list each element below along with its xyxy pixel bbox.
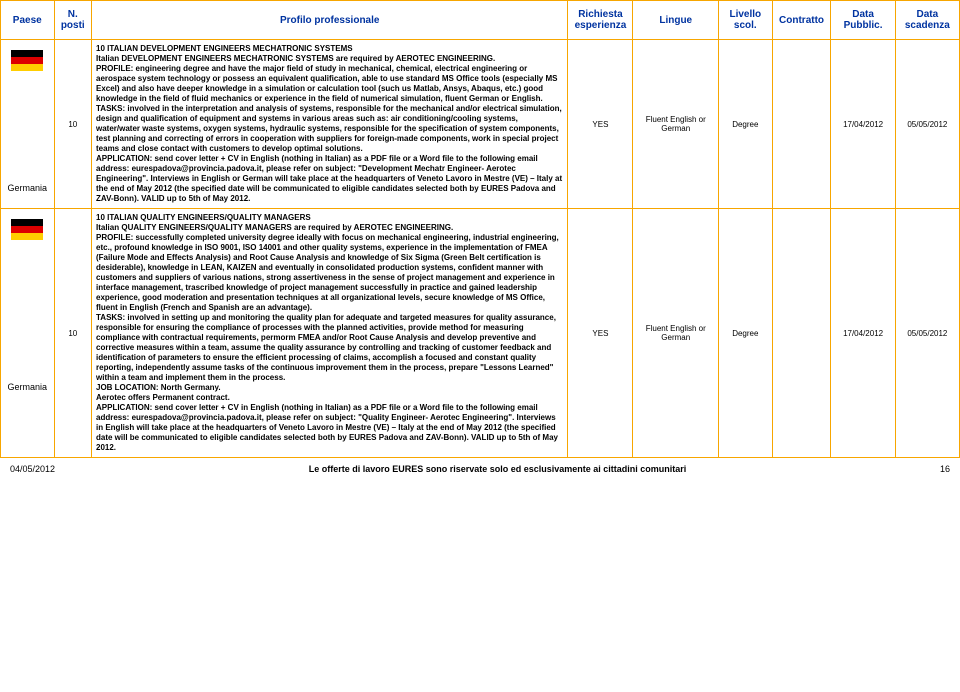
cell-contratto (772, 209, 831, 458)
table-row: Germania 10 10 ITALIAN QUALITY ENGINEERS… (1, 209, 960, 458)
col-esperienza: Richiesta esperienza (568, 1, 633, 40)
col-lingue: Lingue (633, 1, 719, 40)
cell-esperienza: YES (568, 40, 633, 209)
job-subtitle: Italian QUALITY ENGINEERS/QUALITY MANAGE… (96, 223, 453, 232)
cell-scol: Degree (719, 209, 773, 458)
cell-posti: 10 (54, 209, 91, 458)
cell-esperienza: YES (568, 209, 633, 458)
cell-pubblic: 17/04/2012 (831, 209, 895, 458)
header-row: Paese N. posti Profilo professionale Ric… (1, 1, 960, 40)
cell-lingue: Fluent English or German (633, 40, 719, 209)
cell-scadenza: 05/05/2012 (895, 40, 959, 209)
col-profilo: Profilo professionale (92, 1, 568, 40)
col-scadenza: Data scadenza (895, 1, 959, 40)
cell-contratto (772, 40, 831, 209)
cell-scadenza: 05/05/2012 (895, 209, 959, 458)
col-posti: N. posti (54, 1, 91, 40)
flag-germany-icon (11, 219, 43, 240)
job-description: 10 ITALIAN DEVELOPMENT ENGINEERS MECHATR… (96, 44, 563, 204)
job-tasks: TASKS: involved in the interpretation an… (96, 104, 562, 153)
col-pubblic: Data Pubblic. (831, 1, 895, 40)
footer-date: 04/05/2012 (10, 464, 55, 474)
table-row: Germania 10 10 ITALIAN DEVELOPMENT ENGIN… (1, 40, 960, 209)
col-contratto: Contratto (772, 1, 831, 40)
job-description: 10 ITALIAN QUALITY ENGINEERS/QUALITY MAN… (96, 213, 563, 453)
job-application: APPLICATION: send cover letter + CV in E… (96, 403, 558, 452)
job-application: APPLICATION: send cover letter + CV in E… (96, 154, 562, 203)
country-label: Germania (5, 183, 50, 193)
footer-page: 16 (940, 464, 950, 474)
job-title: 10 ITALIAN QUALITY ENGINEERS/QUALITY MAN… (96, 213, 311, 222)
job-subtitle: Italian DEVELOPMENT ENGINEERS MECHATRONI… (96, 54, 495, 63)
flag-germany-icon (11, 50, 43, 71)
cell-lingue: Fluent English or German (633, 209, 719, 458)
col-scol: Livello scol. (719, 1, 773, 40)
job-location: JOB LOCATION: North Germany. (96, 383, 221, 392)
job-contract: Aerotec offers Permanent contract. (96, 393, 230, 402)
job-title: 10 ITALIAN DEVELOPMENT ENGINEERS MECHATR… (96, 44, 353, 53)
footer-note: Le offerte di lavoro EURES sono riservat… (309, 464, 687, 474)
job-tasks: TASKS: involved in setting up and monito… (96, 313, 556, 382)
cell-scol: Degree (719, 40, 773, 209)
col-paese: Paese (1, 1, 55, 40)
page-footer: 04/05/2012 Le offerte di lavoro EURES so… (0, 458, 960, 480)
job-profile: PROFILE: engineering degree and have the… (96, 64, 557, 103)
cell-pubblic: 17/04/2012 (831, 40, 895, 209)
cell-posti: 10 (54, 40, 91, 209)
country-label: Germania (5, 382, 50, 392)
job-table: Paese N. posti Profilo professionale Ric… (0, 0, 960, 458)
job-profile: PROFILE: successfully completed universi… (96, 233, 559, 312)
